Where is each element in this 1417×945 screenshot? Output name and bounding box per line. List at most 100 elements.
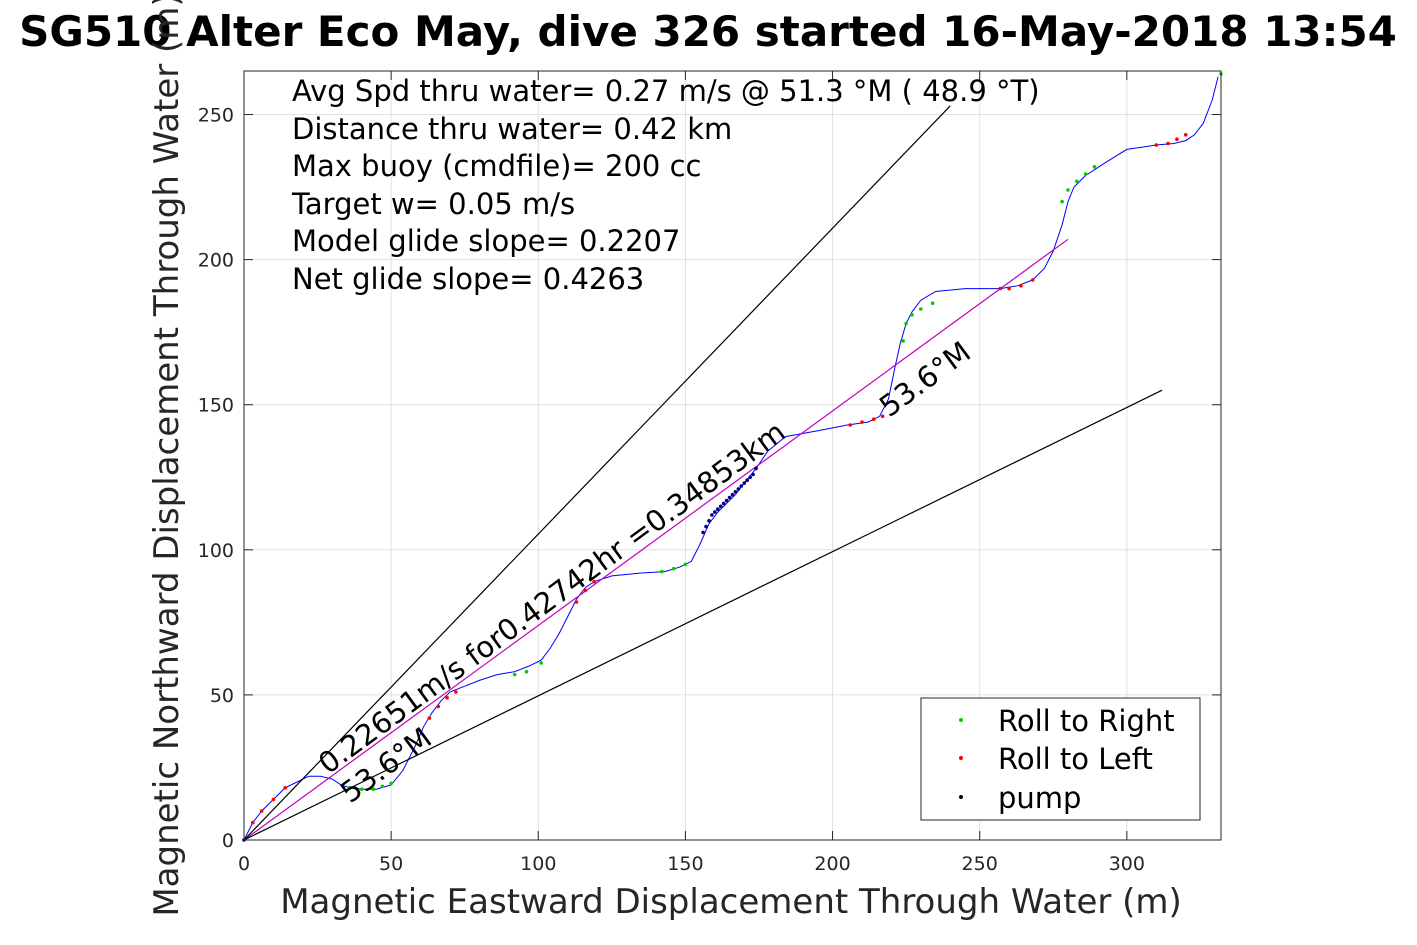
roll-to-left-point xyxy=(848,423,852,427)
pump-point xyxy=(730,492,735,497)
roll-to-right-point xyxy=(380,784,385,789)
roll-to-right-point xyxy=(389,781,393,786)
roll-to-left-point xyxy=(1019,283,1023,288)
legend-marker-roll-right xyxy=(959,718,963,722)
pump-point xyxy=(751,472,755,477)
roll-to-left-point xyxy=(1166,141,1170,146)
y-tick-label: 50 xyxy=(210,685,234,707)
pump-point xyxy=(733,490,738,494)
y-tick-label: 0 xyxy=(222,830,234,852)
info-line-distance: Distance thru water= 0.42 km xyxy=(292,112,732,146)
roll-to-left-point xyxy=(592,579,596,584)
legend-label-roll-right: Roll to Right xyxy=(998,704,1175,738)
info-line-max-buoy: Max buoy (cmdfile)= 200 cc xyxy=(292,149,701,183)
legend-marker-pump xyxy=(959,795,963,799)
roll-to-left-point xyxy=(445,696,449,700)
heading-line xyxy=(243,238,1069,841)
x-tick-label: 100 xyxy=(520,853,556,875)
roll-to-left-point xyxy=(283,786,288,790)
roll-to-right-point xyxy=(1092,165,1097,169)
roll-to-right-point xyxy=(930,301,935,306)
roll-to-left-point xyxy=(251,820,255,825)
roll-to-left-point xyxy=(880,414,885,419)
roll-to-left-point xyxy=(583,588,588,593)
roll-to-left-point xyxy=(1183,133,1188,137)
roll-to-right-point xyxy=(1083,172,1088,176)
y-tick-label: 150 xyxy=(198,395,234,417)
plot-points xyxy=(242,72,1223,842)
roll-to-left-point xyxy=(860,420,864,424)
legend-label-roll-left: Roll to Left xyxy=(998,742,1153,776)
roll-to-right-point xyxy=(671,566,676,571)
x-axis-label: Magnetic Eastward Displacement Through W… xyxy=(280,882,1182,922)
legend-label-pump: pump xyxy=(998,781,1081,815)
roll-to-right-point xyxy=(660,569,664,574)
pump-point xyxy=(724,498,729,503)
pump-point xyxy=(707,519,711,523)
x-tick-label: 250 xyxy=(962,853,998,875)
pump-point xyxy=(701,530,705,535)
pump-point xyxy=(713,510,717,514)
y-tick-label: 250 xyxy=(198,105,234,127)
pump-point xyxy=(748,475,752,480)
pump-point xyxy=(739,484,744,488)
roll-to-right-point xyxy=(904,321,908,326)
roll-to-left-point xyxy=(454,690,458,694)
x-tick-label: 300 xyxy=(1109,853,1145,875)
pump-point xyxy=(716,507,720,512)
roll-to-right-point xyxy=(524,669,529,674)
roll-to-right-point xyxy=(1075,179,1079,184)
roll-to-left-point xyxy=(427,716,432,720)
roll-to-left-point xyxy=(1007,286,1011,291)
pump-point xyxy=(754,466,758,471)
roll-to-right-point xyxy=(512,672,517,677)
plot-lines xyxy=(243,76,1219,841)
info-text-block: Avg Spd thru water= 0.27 m/s @ 51.3 °M (… xyxy=(291,74,1040,296)
x-tick-label: 50 xyxy=(379,853,403,875)
info-line-model-glide: Model glide slope= 0.2207 xyxy=(292,224,680,258)
pump-point xyxy=(745,478,749,483)
plot-frame xyxy=(243,70,1222,841)
bound-line xyxy=(243,105,951,841)
roll-to-left-point xyxy=(1154,143,1159,147)
roll-to-left-point xyxy=(436,704,441,709)
roll-to-right-point xyxy=(539,661,543,665)
roll-to-left-point xyxy=(998,286,1003,291)
roll-to-right-point xyxy=(910,313,914,317)
x-tick-label: 200 xyxy=(814,853,850,875)
legend-marker-roll-left xyxy=(959,756,963,760)
pump-point xyxy=(742,481,747,485)
roll-to-right-point xyxy=(919,307,923,311)
pump-point xyxy=(736,487,741,491)
info-line-target-w: Target w= 0.05 m/s xyxy=(291,187,575,221)
roll-to-right-point xyxy=(1066,188,1070,192)
roll-to-left-point xyxy=(574,600,579,604)
roll-to-left-point xyxy=(872,417,876,422)
info-line-net-glide: Net glide slope= 0.4263 xyxy=(292,262,644,296)
roll-to-left-point xyxy=(1030,278,1035,282)
x-tick-label: 0 xyxy=(238,853,250,875)
y-axis-label: Magnetic Northward Displacement Through … xyxy=(147,0,187,917)
roll-to-left-point xyxy=(259,809,264,813)
roll-to-left-point xyxy=(271,797,276,802)
roll-to-left-point xyxy=(1175,137,1179,141)
chart-title: SG510 Alter Eco May, dive 326 started 16… xyxy=(19,7,1397,56)
pump-point xyxy=(704,524,708,529)
x-tick-label: 150 xyxy=(667,853,703,875)
bound-line xyxy=(243,389,1163,841)
y-tick-label: 100 xyxy=(198,540,234,562)
pump-point xyxy=(710,513,714,517)
roll-to-right-point xyxy=(1060,199,1064,204)
axis-ticks: 0 50 100 150 200 250 300 0 50 100 150 200 250 xyxy=(198,71,1221,875)
roll-to-right-point xyxy=(683,562,688,567)
info-line-avg-speed: Avg Spd thru water= 0.27 m/s @ 51.3 °M (… xyxy=(292,74,1040,108)
roll-to-right-point xyxy=(371,787,376,791)
pump-point xyxy=(727,495,732,500)
legend-box xyxy=(920,697,1201,821)
legend: Roll to Right Roll to Left pump xyxy=(920,697,1201,821)
pump-point xyxy=(721,501,726,506)
roll-to-right-point xyxy=(901,339,905,343)
y-tick-label: 200 xyxy=(198,250,234,272)
roll-to-right-point xyxy=(348,786,352,790)
